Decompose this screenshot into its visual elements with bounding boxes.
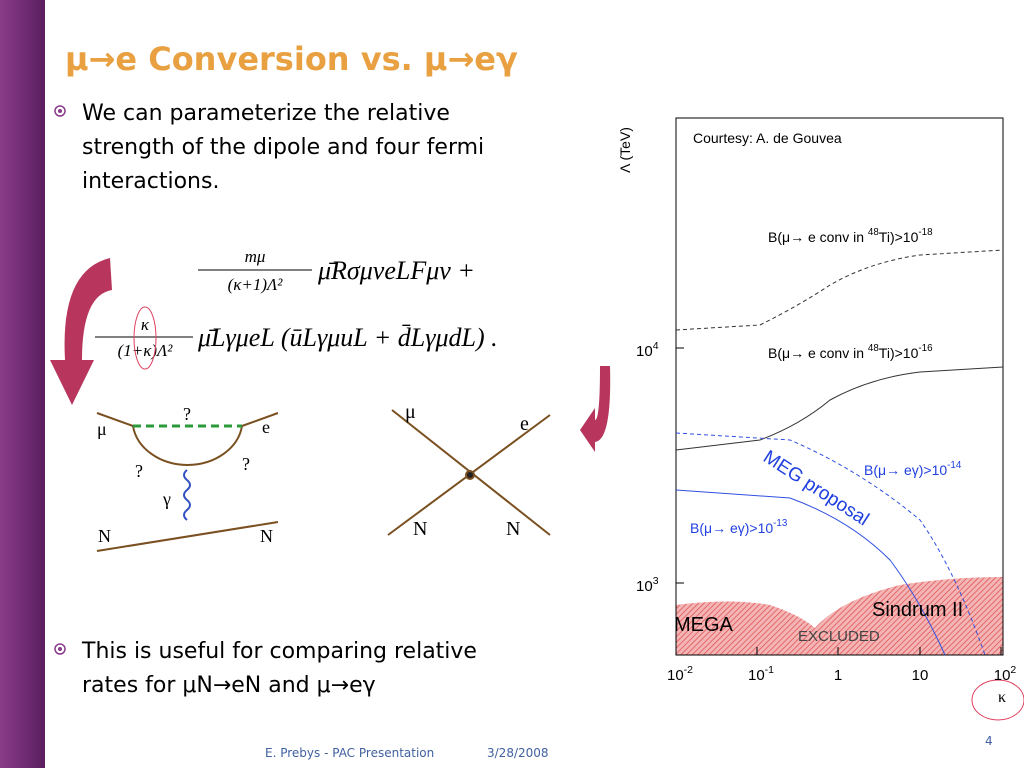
eq-rest: μ̄RσμνeLFμν +	[317, 256, 475, 285]
bullet-marker	[58, 647, 62, 651]
y-tick-label-part: 10	[636, 343, 653, 360]
bullet-text: interactions.	[82, 169, 219, 194]
feynman-diagram	[387, 409, 551, 536]
x-tick-label: 10-1	[748, 664, 774, 684]
plot: Courtesy: A. de Gouvea Λ (TeV) κ MEG pro…	[617, 117, 1024, 721]
excluded-label: EXCLUDED	[798, 628, 880, 645]
equation: mμ (κ+1)Λ² μ̄RσμνeLFμν + κ (1+κ)Λ² μ̄Lγμ…	[95, 247, 498, 370]
curve-label-part: Ti)>10	[879, 229, 919, 245]
arrow	[50, 258, 112, 405]
x-tick-label-part: 10	[994, 667, 1011, 684]
x-axis-label: κ	[998, 689, 1006, 706]
x-tick-label-part: 10	[667, 667, 684, 684]
mega-label: MEGA	[674, 614, 734, 636]
curve	[675, 366, 1004, 451]
diagram-label: N	[413, 518, 427, 540]
diagram-label: ?	[242, 454, 250, 474]
footer-date: 3/28/2008	[487, 746, 549, 760]
curve-label-part: B(μ→ eγ)>10	[864, 462, 947, 478]
slide-title: μ→e Conversion vs. μ→eγ	[65, 40, 518, 78]
y-tick-label-part: 4	[653, 340, 659, 352]
curve-label: B(μ→ eγ)>10-14	[864, 460, 962, 478]
curve-label-part: 48	[868, 343, 879, 354]
y-axis-label: Λ (TeV)	[617, 127, 633, 173]
curve-label-part: -16	[918, 343, 933, 354]
x-tick-label: 1	[834, 667, 842, 684]
diagram-label: N	[260, 526, 273, 546]
bullet-marker	[54, 643, 66, 655]
curve	[675, 432, 986, 656]
curve-label-part: B(μ→ eγ)>10	[690, 520, 773, 536]
diagram-label: e	[520, 413, 529, 435]
curve-label-part: B(μ→ e conv in	[768, 229, 868, 245]
y-tick-label-part: 10	[636, 578, 653, 595]
x-tick-label-part: 2	[1010, 664, 1016, 676]
eq-den: (κ+1)Λ²	[228, 275, 284, 294]
y-tick-label: 103	[636, 575, 659, 595]
diagram-label: N	[98, 526, 111, 546]
curve	[675, 489, 946, 656]
bullet-text: rates for μN→eN and μ→eγ	[82, 673, 376, 698]
plot-frame	[675, 117, 1004, 656]
diagram-label: μ	[405, 401, 416, 423]
diagram-labels: ? μ e? ? γ N N	[97, 404, 273, 546]
curve-label-part: -13	[773, 518, 788, 529]
diagram-label: μ	[97, 419, 107, 439]
curve-label: B(μ→ e conv in 48Ti)>10-18	[768, 227, 933, 245]
eq-num: κ	[141, 315, 150, 334]
x-tick-label: 102	[994, 664, 1017, 684]
curve-label: B(μ→ eγ)>10-13	[690, 518, 788, 536]
bullet-text: This is useful for comparing relative	[81, 639, 477, 664]
bullet-text: We can parameterize the relative	[82, 101, 450, 126]
x-tick-label-part: 10	[912, 667, 929, 684]
bullet-marker	[58, 109, 62, 113]
curve-label: B(μ→ e conv in 48Ti)>10-16	[768, 343, 933, 361]
side-bar	[0, 0, 45, 768]
x-tick-label-part: 1	[834, 667, 842, 684]
x-tick-label-part: -2	[684, 664, 693, 676]
arrow	[580, 366, 611, 452]
curve-label-part: B(μ→ e conv in	[768, 345, 868, 361]
diagram-label: γ	[162, 489, 171, 509]
eq-rest: μ̄LγμeL (ūLγμuL + d̄LγμdL) .	[197, 323, 498, 352]
y-tick-label-part: 3	[653, 575, 659, 587]
curve-label-part: -14	[947, 460, 962, 471]
feynman-diagram	[96, 412, 279, 552]
diagram-label: ?	[183, 404, 191, 424]
courtesy: Courtesy: A. de Gouvea	[693, 130, 842, 146]
sindrum-label: Sindrum II	[872, 599, 963, 621]
y-tick-label: 104	[636, 340, 659, 360]
diagram-label: ?	[135, 461, 143, 481]
excluded-region	[676, 577, 1003, 655]
curve	[675, 249, 1004, 331]
diagram-labels: μ e N N	[405, 401, 529, 540]
bullets: We can parameterize the relative strength…	[54, 101, 484, 698]
footer-author: E. Prebys - PAC Presentation	[265, 746, 434, 760]
diagram-label: N	[506, 518, 520, 540]
eq-den: (1+κ)Λ²	[118, 341, 174, 360]
curve-label-part: 48	[868, 227, 879, 238]
x-tick-label: 10	[912, 667, 929, 684]
curve-label-part: Ti)>10	[879, 345, 919, 361]
bullet-marker	[54, 105, 66, 117]
bullet-text: strength of the dipole and four fermi	[82, 135, 484, 160]
page-number: 4	[985, 734, 993, 748]
diagram-label: e	[262, 417, 270, 437]
eq-num: mμ	[245, 247, 266, 266]
x-tick-label-part: -1	[765, 664, 774, 676]
curve-label-part: -18	[918, 227, 933, 238]
x-tick-label: 10-2	[667, 664, 693, 684]
x-tick-label-part: 10	[748, 667, 765, 684]
